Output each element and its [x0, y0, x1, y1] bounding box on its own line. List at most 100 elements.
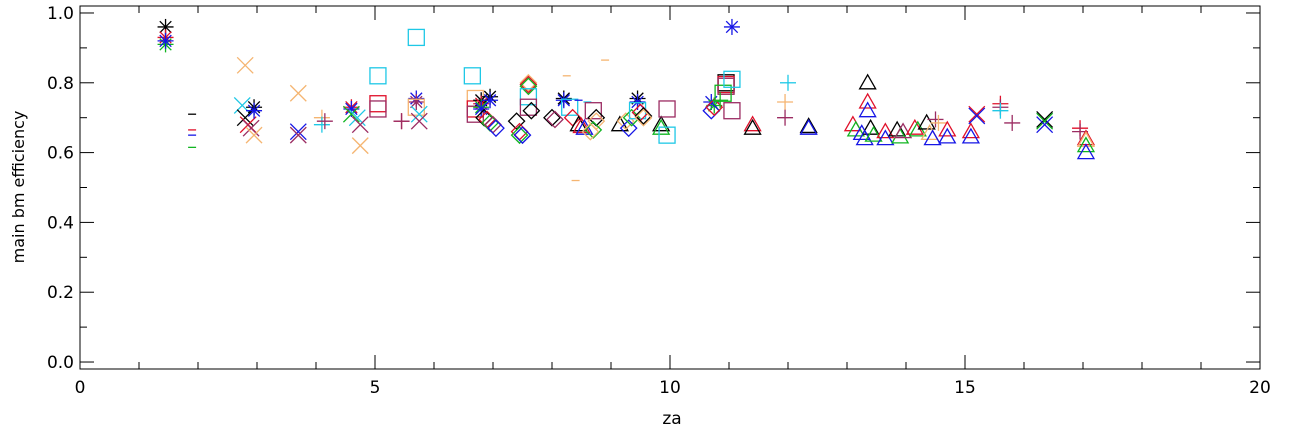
marker-stroke	[1036, 116, 1054, 134]
marker-stroke	[519, 77, 538, 96]
data-point-square	[407, 28, 425, 47]
data-point-x	[236, 109, 254, 127]
data-point-asterisk	[482, 92, 499, 109]
data-point-triangle	[923, 129, 942, 146]
data-point-asterisk	[157, 18, 174, 35]
marker-stroke	[510, 126, 529, 145]
data-point-x	[410, 112, 428, 130]
y-tick-label: 0.0	[47, 353, 74, 373]
data-point-triangle	[1076, 131, 1096, 148]
marker-stroke	[410, 112, 428, 130]
data-point-plus	[777, 93, 794, 110]
data-point-diamond	[634, 107, 653, 125]
data-point-plus	[930, 114, 947, 131]
marker-stroke	[610, 115, 629, 132]
marker-stroke	[369, 95, 387, 113]
marker-stroke	[410, 95, 423, 109]
data-points	[157, 18, 1096, 182]
data-point-triangle	[961, 127, 981, 144]
marker-stroke	[159, 20, 172, 34]
marker-stroke	[1076, 131, 1096, 148]
marker-stroke	[652, 115, 671, 132]
data-point-x	[245, 126, 263, 144]
data-point-asterisk	[555, 92, 572, 109]
data-point-plus	[313, 116, 330, 133]
data-point-triangle	[864, 125, 883, 142]
data-point-square	[717, 77, 735, 95]
y-tick-label: 0.4	[47, 213, 74, 233]
data-point-square	[369, 95, 387, 113]
data-point-triangle	[743, 115, 762, 132]
y-tick-label: 0.2	[47, 283, 74, 303]
data-point-diamond	[581, 122, 600, 141]
marker-stroke	[289, 123, 307, 141]
marker-stroke	[858, 101, 877, 118]
data-point-triangle	[1076, 136, 1096, 153]
data-point-diamond	[513, 126, 532, 145]
marker-stroke	[513, 126, 532, 145]
data-point-plus	[927, 111, 944, 128]
marker-stroke	[242, 119, 260, 137]
data-point-plus	[992, 102, 1009, 119]
marker-stroke	[905, 118, 924, 135]
marker-stroke	[799, 117, 818, 134]
data-point-asterisk	[723, 18, 740, 35]
data-point-triangle	[861, 118, 880, 135]
marker-stroke	[723, 70, 741, 88]
data-point-x	[342, 105, 360, 123]
data-point-triangle	[888, 120, 907, 137]
data-point-plus	[712, 92, 729, 109]
marker-stroke	[487, 119, 505, 138]
x-tick-label: 20	[1249, 378, 1271, 398]
data-point-square	[658, 126, 676, 144]
data-point-plus	[393, 113, 410, 130]
x-tick-label: 0	[75, 378, 86, 398]
data-point-triangle	[572, 117, 591, 134]
data-point-plus	[1004, 114, 1021, 131]
marker-stroke	[351, 116, 369, 134]
marker-stroke	[466, 105, 484, 123]
x-tick-label: 15	[954, 378, 976, 398]
data-point-x	[968, 105, 986, 123]
data-point-diamond	[543, 108, 561, 127]
marker-stroke	[1076, 143, 1096, 160]
data-point-diamond	[519, 75, 538, 94]
data-point-diamond	[522, 101, 541, 120]
marker-stroke	[658, 100, 676, 118]
marker-stroke	[938, 127, 957, 144]
marker-stroke	[561, 98, 579, 116]
data-point-triangle	[1076, 143, 1096, 160]
marker-stroke	[247, 104, 261, 117]
data-point-x	[351, 116, 369, 134]
data-point-triangle	[938, 120, 957, 137]
data-point-triangle	[846, 120, 865, 137]
marker-stroke	[407, 28, 425, 47]
data-point-diamond	[584, 120, 603, 139]
data-point-triangle	[743, 118, 762, 135]
marker-stroke	[858, 73, 877, 90]
data-point-square	[561, 98, 579, 116]
data-point-x	[289, 123, 307, 141]
marker-stroke	[289, 126, 307, 144]
data-point-triangle	[610, 115, 629, 132]
data-point-diamond	[487, 119, 505, 138]
data-point-asterisk	[408, 93, 425, 110]
data-point-plus	[316, 113, 333, 130]
marker-stroke	[858, 92, 877, 109]
marker-stroke	[481, 114, 499, 132]
marker-stroke	[1036, 110, 1054, 128]
data-point-x	[1036, 116, 1054, 134]
marker-stroke	[968, 105, 986, 123]
marker-stroke	[483, 94, 497, 107]
data-point-square	[658, 100, 676, 118]
data-point-plus	[777, 109, 794, 126]
marker-stroke	[348, 109, 366, 127]
data-point-asterisk	[246, 102, 263, 119]
marker-stroke	[658, 126, 676, 144]
marker-stroke	[634, 107, 653, 125]
marker-stroke	[584, 120, 603, 139]
marker-stroke	[289, 84, 307, 102]
marker-stroke	[159, 34, 172, 48]
data-point-triangle	[799, 118, 818, 135]
